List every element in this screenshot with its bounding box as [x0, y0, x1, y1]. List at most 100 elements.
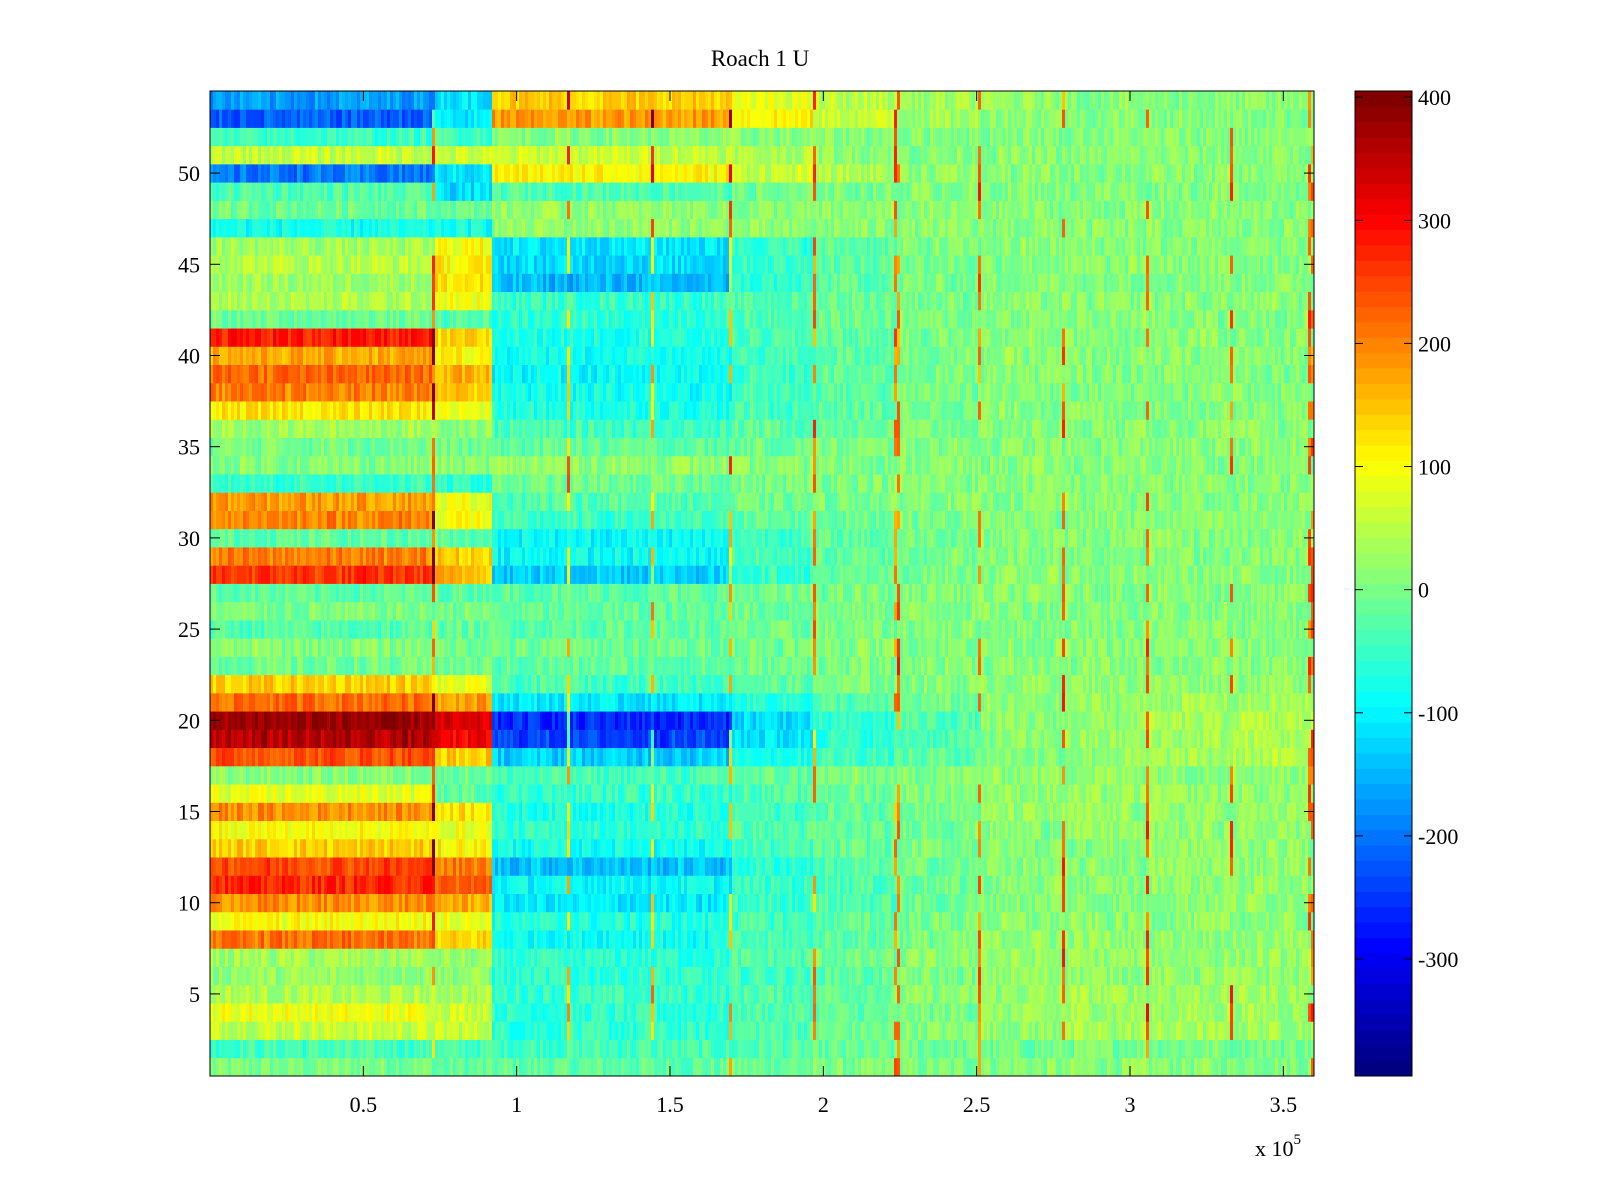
heatmap-cell — [393, 948, 397, 967]
heatmap-cell — [1218, 1057, 1222, 1077]
heatmap-cell — [513, 1039, 517, 1059]
heatmap-cell — [924, 966, 928, 986]
heatmap-cell — [1041, 911, 1045, 931]
heatmap-cell — [621, 966, 625, 986]
heatmap-cell — [837, 911, 841, 931]
heatmap-cell — [852, 911, 856, 931]
heatmap-cell — [1281, 857, 1285, 876]
heatmap-cell — [1158, 875, 1162, 894]
heatmap-cell — [585, 857, 589, 876]
heatmap-cell — [669, 857, 673, 876]
heatmap-cell — [744, 1021, 748, 1040]
heatmap-cell — [1272, 966, 1276, 986]
heatmap-cell — [1170, 1021, 1174, 1040]
heatmap-cell — [630, 857, 634, 876]
heatmap-cell — [1197, 1039, 1201, 1059]
heatmap-cell — [633, 1057, 637, 1077]
heatmap-cell — [342, 1021, 346, 1040]
heatmap-cell — [720, 966, 724, 986]
heatmap-cell — [1305, 930, 1309, 949]
heatmap-cell — [1017, 857, 1021, 876]
heatmap-cell — [1044, 1039, 1048, 1059]
heatmap-cell — [1275, 966, 1279, 986]
heatmap-cell — [216, 948, 220, 967]
heatmap-cell — [576, 911, 580, 931]
heatmap-cell — [1242, 966, 1246, 986]
heatmap-cell — [1203, 984, 1207, 1004]
heatmap-cell — [1017, 1021, 1021, 1040]
heatmap-cell — [936, 911, 940, 931]
heatmap-cell — [1155, 1003, 1159, 1022]
heatmap-cell — [288, 875, 292, 894]
heatmap-cell — [300, 930, 304, 949]
heatmap-cell — [1179, 875, 1183, 894]
heatmap-cell — [1014, 911, 1018, 931]
heatmap-cell — [528, 838, 532, 858]
heatmap-cell — [393, 875, 397, 894]
heatmap-cell — [1074, 930, 1078, 949]
heatmap-cell — [951, 948, 955, 967]
heatmap-cell — [1164, 930, 1168, 949]
heatmap-cell — [1041, 1039, 1045, 1059]
heatmap-cell — [573, 984, 577, 1004]
heatmap-cell — [1224, 838, 1228, 858]
heatmap-cell — [588, 1003, 592, 1022]
heatmap-cell — [987, 838, 991, 858]
heatmap-cell — [1014, 948, 1018, 967]
heatmap-cell — [312, 984, 316, 1004]
heatmap-cell — [1281, 838, 1285, 858]
heatmap-cell — [999, 930, 1003, 949]
heatmap-cell — [1176, 984, 1180, 1004]
heatmap-cell — [1113, 857, 1117, 876]
heatmap-cell — [288, 1021, 292, 1040]
heatmap-cell — [672, 857, 676, 876]
heatmap-cell — [798, 857, 802, 876]
heatmap-cell — [285, 1003, 289, 1022]
heatmap-cell — [276, 1039, 280, 1059]
heatmap-cell — [330, 1057, 334, 1077]
heatmap-cell — [1077, 875, 1081, 894]
heatmap-cell — [240, 1021, 244, 1040]
heatmap-cell — [1290, 1039, 1294, 1059]
heatmap-cell — [1302, 984, 1306, 1004]
heatmap-cell — [1236, 857, 1240, 876]
heatmap-cell — [537, 838, 541, 858]
heatmap-cell — [459, 1057, 463, 1077]
heatmap-cell — [699, 1003, 703, 1022]
heatmap-cell — [804, 930, 808, 949]
heatmap-cell — [810, 930, 814, 949]
heatmap-cell — [438, 1057, 442, 1077]
heatmap-cell — [729, 911, 733, 931]
heatmap-cell — [327, 966, 331, 986]
heatmap-cell — [822, 984, 826, 1004]
heatmap-cell — [909, 948, 913, 967]
heatmap-cell — [411, 893, 415, 913]
heatmap-cell — [1047, 948, 1051, 967]
heatmap-cell — [1176, 857, 1180, 876]
heatmap-cell — [1053, 984, 1057, 1004]
heatmap-cell — [462, 948, 466, 967]
heatmap-cell — [312, 1003, 316, 1022]
heatmap-cell — [615, 875, 619, 894]
heatmap-cell — [384, 875, 388, 894]
heatmap-cell — [657, 1057, 661, 1077]
heatmap-cell — [522, 820, 526, 840]
heatmap-cell — [1104, 1021, 1108, 1040]
heatmap-cell — [1197, 948, 1201, 967]
heatmap-cell — [936, 948, 940, 967]
heatmap-cell — [864, 893, 868, 913]
heatmap-cell — [828, 893, 832, 913]
heatmap-cell — [711, 911, 715, 931]
heatmap-cell — [927, 948, 931, 967]
heatmap-cell — [858, 1021, 862, 1040]
heatmap-cell — [261, 948, 265, 967]
heatmap-cell — [882, 893, 886, 913]
heatmap-cell — [1086, 966, 1090, 986]
heatmap-cell — [981, 930, 985, 949]
heatmap-cell — [1224, 930, 1228, 949]
heatmap-cell — [1119, 930, 1123, 949]
heatmap-cell — [1197, 1021, 1201, 1040]
heatmap-cell — [543, 875, 547, 894]
heatmap-cell — [1275, 1057, 1279, 1077]
heatmap-cell — [1125, 1039, 1129, 1059]
